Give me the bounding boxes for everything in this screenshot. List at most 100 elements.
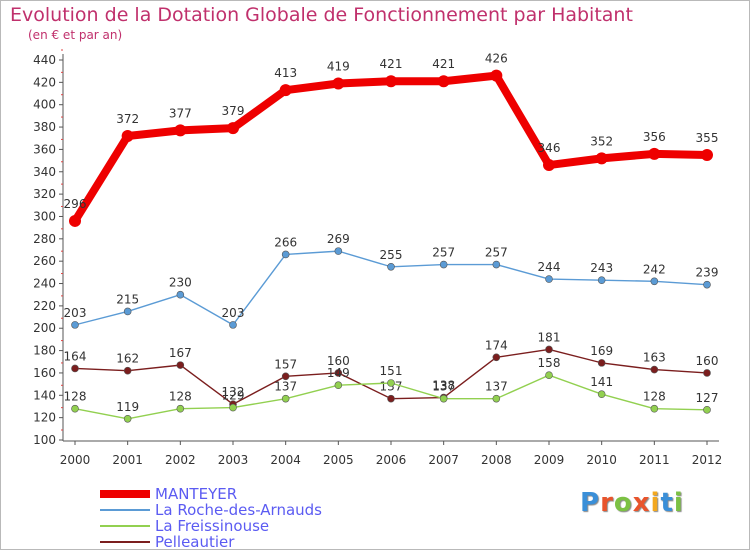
x-tick-label: 2003 [218, 453, 249, 467]
data-label: 137 [485, 380, 508, 394]
data-point [334, 369, 343, 377]
data-point [176, 290, 185, 299]
data-label: 377 [169, 106, 192, 120]
proxiti-logo: Proxiti [580, 488, 684, 518]
data-point [334, 247, 343, 255]
data-point [597, 276, 606, 284]
data-label: 169 [590, 344, 613, 358]
legend-label-la-roche-des-arnauds: La Roche-des-Arnauds [155, 501, 322, 519]
y-tick-label: 380 [33, 120, 56, 134]
data-label: 162 [116, 352, 139, 366]
data-point [545, 371, 553, 379]
data-label: 174 [485, 338, 508, 352]
data-point [648, 147, 661, 160]
data-point [597, 390, 606, 398]
data-point [545, 345, 553, 354]
data-label: 141 [590, 375, 613, 389]
data-point [701, 149, 713, 161]
data-label: 132 [222, 385, 245, 399]
data-label: 138 [432, 379, 455, 393]
data-label: 421 [432, 57, 455, 71]
data-point [387, 394, 395, 403]
data-point [650, 365, 659, 374]
y-tick-label: 360 [33, 142, 56, 156]
data-label: 167 [169, 346, 192, 360]
data-label: 230 [169, 276, 192, 290]
data-point [176, 404, 185, 413]
logo-letter: o [613, 488, 633, 518]
data-point [71, 404, 79, 413]
x-tick-label: 2002 [165, 453, 196, 467]
data-point [229, 403, 237, 412]
legend-label-pelleautier: Pelleautier [155, 533, 235, 551]
data-point [334, 381, 343, 390]
logo-letter: i [650, 488, 661, 518]
legend-label-manteyer: MANTEYER [155, 485, 238, 503]
data-label: 151 [380, 364, 403, 378]
data-point [439, 260, 448, 269]
legend-swatch-manteyer [100, 490, 150, 498]
y-tick-label: 160 [33, 366, 56, 380]
y-tick-label: 140 [33, 388, 56, 402]
data-point [71, 364, 79, 373]
chart-subtitle: (en € et par an) [28, 28, 123, 42]
data-point [492, 394, 501, 403]
data-point [492, 260, 501, 269]
data-point [176, 361, 185, 369]
y-tick-label: 100 [33, 433, 56, 447]
data-label: 128 [169, 390, 192, 404]
data-label: 255 [380, 248, 403, 262]
data-label: 356 [643, 130, 666, 144]
data-label: 160 [327, 354, 350, 368]
data-label: 244 [538, 260, 561, 274]
data-label: 137 [432, 380, 455, 394]
x-tick-label: 2009 [534, 453, 565, 467]
logo-letter: t [660, 488, 674, 518]
x-tick-label: 2004 [270, 453, 301, 467]
data-point [543, 159, 555, 172]
data-label: 346 [538, 141, 561, 155]
data-point [123, 366, 132, 375]
data-point [71, 321, 79, 329]
x-tick-label: 2011 [639, 453, 670, 467]
data-point [227, 122, 239, 135]
data-label: 296 [64, 197, 87, 211]
y-tick-label: 440 [33, 53, 56, 67]
x-tick-label: 2007 [428, 453, 459, 467]
data-point [650, 277, 659, 286]
data-label: 203 [222, 306, 245, 320]
data-label: 242 [643, 262, 666, 276]
y-tick-label: 280 [33, 232, 56, 246]
data-label: 164 [64, 349, 87, 363]
data-label: 257 [432, 246, 455, 260]
data-point [437, 75, 450, 88]
data-label: 215 [116, 292, 139, 306]
x-tick-label: 2012 [692, 453, 723, 467]
data-point [595, 152, 608, 165]
data-label: 413 [274, 66, 297, 80]
y-tick-label: 200 [33, 321, 56, 335]
x-tick-label: 2010 [586, 453, 617, 467]
y-tick-label: 300 [33, 209, 56, 223]
data-label: 149 [327, 366, 350, 380]
y-tick-label: 240 [33, 277, 56, 291]
data-label: 269 [327, 232, 350, 246]
data-point [281, 372, 290, 381]
data-point [332, 77, 345, 90]
legend-item-manteyer: MANTEYER [100, 486, 322, 502]
y-tick-label: 320 [33, 187, 56, 201]
data-point [229, 321, 237, 329]
y-tick-label: 420 [33, 75, 56, 89]
data-label: 257 [485, 246, 508, 260]
x-tick-label: 2005 [323, 453, 354, 467]
data-point [490, 69, 503, 82]
data-label: 355 [696, 131, 719, 145]
data-point [69, 214, 81, 227]
legend-label-la-freissinouse: La Freissinouse [155, 517, 270, 535]
data-point [279, 84, 292, 97]
y-tick-label: 340 [33, 165, 56, 179]
logo-letter: P [580, 488, 601, 518]
data-point [281, 250, 290, 259]
